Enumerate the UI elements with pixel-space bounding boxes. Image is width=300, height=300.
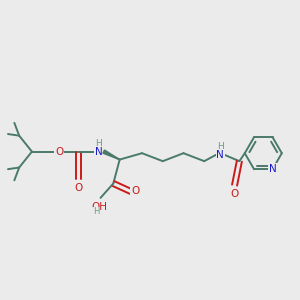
Polygon shape bbox=[103, 150, 120, 160]
Text: H: H bbox=[96, 139, 102, 148]
Text: O: O bbox=[74, 183, 82, 193]
Text: N: N bbox=[269, 164, 276, 174]
Text: H: H bbox=[217, 142, 224, 151]
Text: O: O bbox=[131, 187, 140, 196]
Text: O: O bbox=[55, 147, 63, 157]
Text: O: O bbox=[230, 189, 239, 199]
Text: N: N bbox=[216, 150, 224, 160]
Text: N: N bbox=[95, 147, 103, 157]
Text: OH: OH bbox=[91, 202, 107, 212]
Text: H: H bbox=[93, 207, 100, 216]
